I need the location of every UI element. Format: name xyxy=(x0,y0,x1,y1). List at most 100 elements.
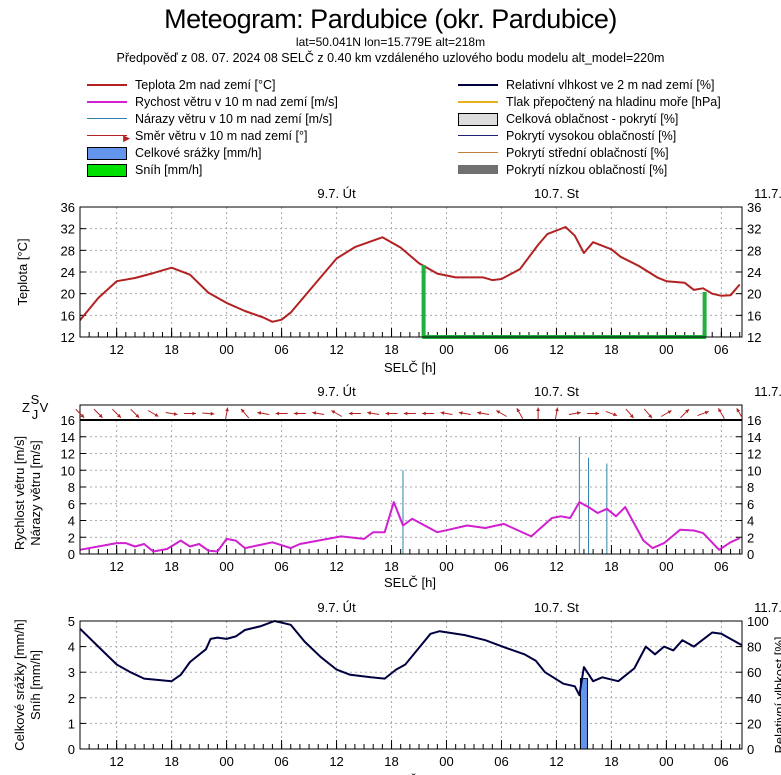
wind-direction-arrowhead xyxy=(117,413,121,418)
y-tick-label: 28 xyxy=(61,243,75,258)
wind-direction-arrowhead xyxy=(718,408,722,413)
legend-swatch xyxy=(87,84,127,86)
legend-label: Celkové srážky [mm/h] xyxy=(135,146,262,160)
x-tick-label: 18 xyxy=(604,559,618,574)
y-tick-label: 5 xyxy=(68,614,75,629)
x-tick-label: 18 xyxy=(384,559,398,574)
legend-swatch xyxy=(458,152,498,153)
legend-swatch xyxy=(87,101,127,103)
wind-direction-arrowhead xyxy=(80,413,85,418)
wind-speed-line xyxy=(79,501,741,553)
legend-swatch xyxy=(458,135,498,136)
x-tick-label: 12 xyxy=(549,559,563,574)
wind-direction-arrowhead xyxy=(385,411,390,416)
x-tick-label: 12 xyxy=(549,342,563,357)
location-coordinates: lat=50.041N lon=15.779E alt=218m xyxy=(295,35,486,49)
x-tick-label: 18 xyxy=(164,342,178,357)
y-tick-label: 0 xyxy=(68,547,75,562)
y-tick-label: 1 xyxy=(68,716,75,731)
x-tick-label: 06 xyxy=(494,559,508,574)
wind-direction-arrowhead xyxy=(648,414,652,419)
y-tick-label: 4 xyxy=(68,640,75,655)
x-tick-label: 00 xyxy=(659,559,673,574)
legend-label: Pokrytí vysokou oblačností [%] xyxy=(506,129,677,143)
legend-label: Relativní vlhkost ve 2 m nad zemí [%] xyxy=(506,78,715,92)
y-tick-label-right: 2 xyxy=(747,530,754,545)
x-tick-label: 06 xyxy=(274,559,288,574)
y-tick-label: 12 xyxy=(61,330,75,345)
y-tick-label-right: 8 xyxy=(747,480,754,495)
y-tick-label: 4 xyxy=(68,514,75,529)
wind-direction-arrowhead xyxy=(576,411,581,415)
x-tick-label: 18 xyxy=(604,342,618,357)
y-tick-label-right: 10 xyxy=(747,463,761,478)
precipitation-bar xyxy=(579,678,588,750)
legend-swatch xyxy=(458,101,498,103)
x-tick-label: 12 xyxy=(109,559,123,574)
forecast-info: Předpověď z 08. 07. 2024 08 SELČ z 0.40 … xyxy=(116,51,665,65)
y-axis-label-2: Sníh [mm/h] xyxy=(28,650,43,720)
day-label: 11.7. Čt xyxy=(754,186,781,201)
y-tick-label-right: 80 xyxy=(747,640,761,655)
x-tick-label: 06 xyxy=(714,754,728,769)
wind-direction-arrowhead xyxy=(704,410,709,415)
wind-direction-arrowhead xyxy=(275,411,280,416)
y-tick-label-right: 16 xyxy=(747,413,761,428)
wind-direction-arrowhead xyxy=(257,411,262,415)
y-axis-label: Rychlost větru [m/s] xyxy=(12,436,27,550)
y-tick-label-right: 14 xyxy=(747,430,761,445)
x-tick-label: 18 xyxy=(164,754,178,769)
direction-label-west: Z xyxy=(22,400,30,415)
day-label: 9.7. Út xyxy=(317,384,356,399)
day-label: 11.7. Čt xyxy=(754,600,781,615)
wind-direction-arrowhead xyxy=(685,409,689,414)
y-axis-label-2: Nárazy větru [m/s] xyxy=(28,440,43,545)
legend-swatch xyxy=(87,118,127,119)
plot-frame xyxy=(79,620,743,750)
y-tick-label-right: 28 xyxy=(747,243,761,258)
y-tick-label: 16 xyxy=(61,308,75,323)
y-axis-label: Teplota [°C] xyxy=(15,238,30,305)
y-tick-label: 32 xyxy=(61,222,75,237)
wind-direction-arrowhead xyxy=(210,411,215,416)
plot-frame xyxy=(79,206,743,338)
wind-direction-arrowhead xyxy=(225,407,229,412)
x-tick-label: 06 xyxy=(274,342,288,357)
x-tick-label: 12 xyxy=(109,754,123,769)
legend-swatch xyxy=(87,164,127,177)
x-tick-label: 06 xyxy=(494,342,508,357)
x-tick-label: 00 xyxy=(219,559,233,574)
arrow-icon: ▶ xyxy=(123,133,130,143)
y-tick-label: 2 xyxy=(68,691,75,706)
y-tick-label-right: 6 xyxy=(747,497,754,512)
x-tick-label: 00 xyxy=(439,754,453,769)
legend-label: Sníh [mm/h] xyxy=(135,163,203,177)
wind-direction-arrowhead xyxy=(440,411,445,415)
wind-direction-arrowhead xyxy=(613,412,618,417)
x-tick-label: 12 xyxy=(549,754,563,769)
wind-direction-arrowhead xyxy=(293,411,298,416)
legend-swatch: ▶ xyxy=(87,133,130,143)
x-tick-label: 00 xyxy=(659,754,673,769)
legend-swatch xyxy=(458,165,498,174)
y-tick-label-right: 20 xyxy=(747,716,761,731)
y-axis-label: Celkové srážky [mm/h] xyxy=(12,619,27,750)
y-tick-label: 8 xyxy=(68,480,75,495)
y-tick-label-right: 12 xyxy=(747,447,761,462)
wind-direction-strip xyxy=(79,404,743,421)
x-axis-label: SELČ [h] xyxy=(384,773,436,775)
wind-direction-arrowhead xyxy=(348,411,353,416)
legend-swatch xyxy=(87,147,127,160)
x-tick-label: 06 xyxy=(494,754,508,769)
wind-direction-arrowhead xyxy=(595,411,600,416)
x-tick-label: 18 xyxy=(164,559,178,574)
direction-label-east: V xyxy=(40,400,49,415)
wind-direction-arrowhead xyxy=(135,413,140,418)
day-label: 10.7. St xyxy=(534,186,579,201)
day-label: 10.7. St xyxy=(534,384,579,399)
chart-title: Meteogram: Pardubice (okr. Pardubice) xyxy=(164,4,617,34)
wind-direction-arrowhead xyxy=(667,410,672,414)
y-tick-label: 10 xyxy=(61,463,75,478)
x-tick-label: 12 xyxy=(329,559,343,574)
